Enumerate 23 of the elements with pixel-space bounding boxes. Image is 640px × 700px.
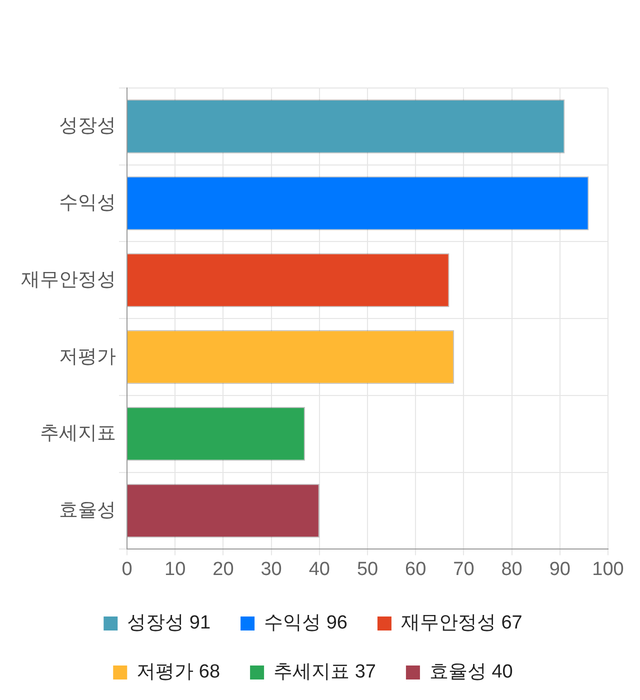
x-tick-label: 20 xyxy=(212,558,234,580)
x-tick-label: 100 xyxy=(592,558,624,580)
x-tick-label: 90 xyxy=(549,558,570,580)
x-tick-label: 60 xyxy=(405,558,426,580)
y-tick-label: 성장성 xyxy=(59,116,116,137)
x-tick-label: 70 xyxy=(453,558,474,580)
x-tick-label: 0 xyxy=(122,558,132,580)
legend-label: 재무안정성 67 xyxy=(400,612,522,634)
y-tick-label: 효율성 xyxy=(59,500,116,521)
legend-label: 수익성 96 xyxy=(264,612,348,634)
x-tick-label: 40 xyxy=(308,558,330,580)
x-tick-label: 30 xyxy=(260,558,282,580)
y-tick-label: 저평가 xyxy=(59,346,116,368)
y-tick-label: 추세지표 xyxy=(40,423,116,444)
legend-label: 추세지표 37 xyxy=(274,662,376,683)
x-tick-label: 80 xyxy=(501,558,522,580)
legend-label: 성장성 91 xyxy=(127,612,211,634)
legend-label: 저평가 68 xyxy=(136,662,220,683)
y-tick-label: 재무안정성 xyxy=(21,269,116,290)
x-tick-label: 10 xyxy=(164,558,186,580)
x-tick-label: 50 xyxy=(356,558,378,580)
y-tick-label: 수익성 xyxy=(59,192,116,214)
legend-label: 효율성 40 xyxy=(429,662,513,683)
